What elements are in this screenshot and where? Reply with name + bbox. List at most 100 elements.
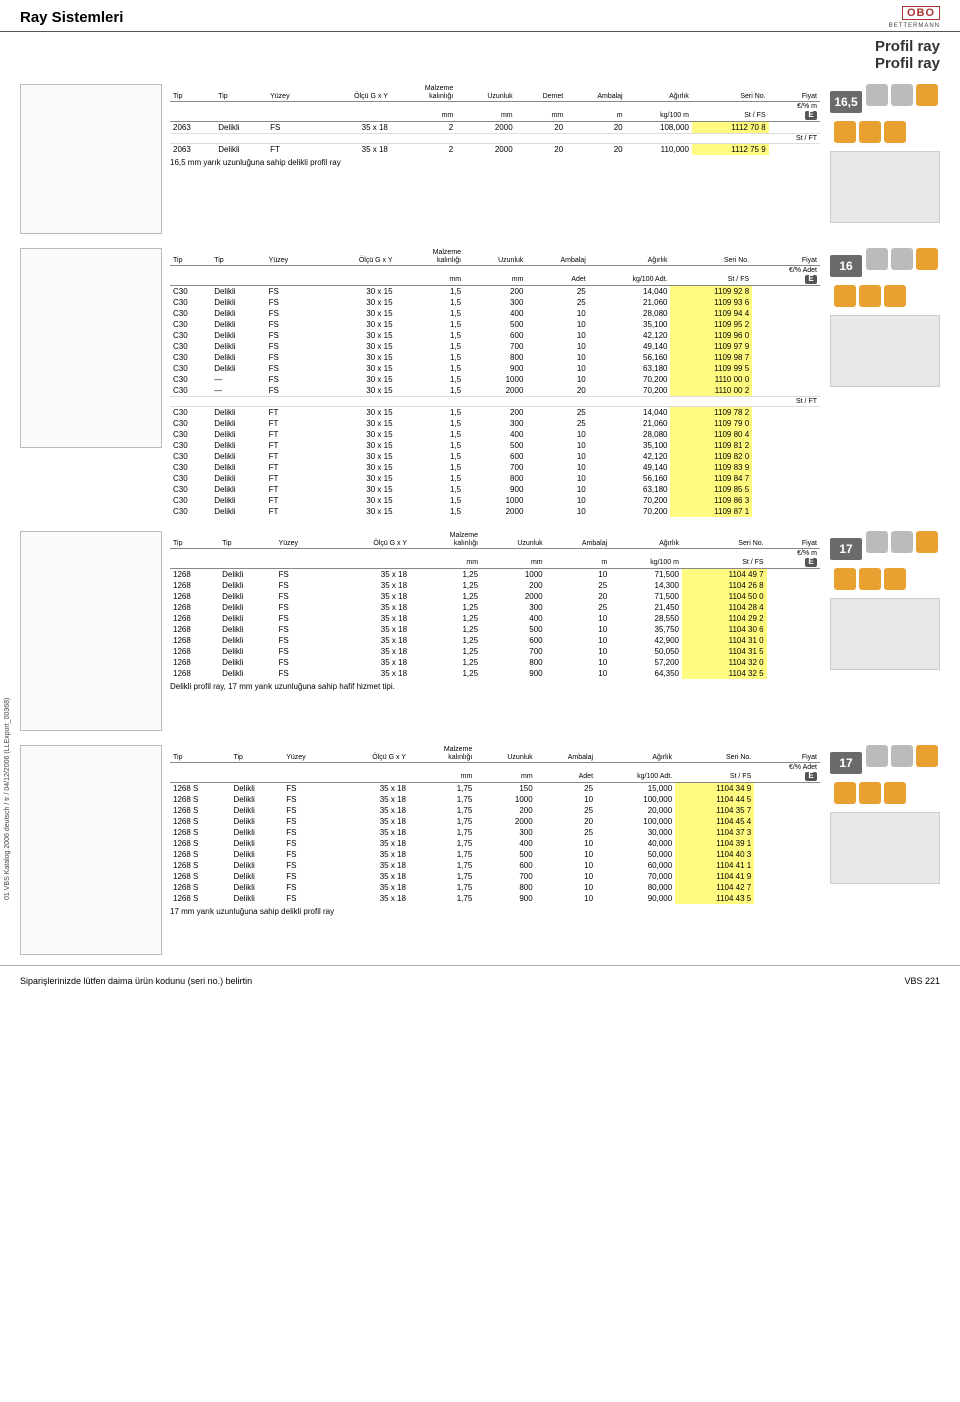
table-cell: 35 x 18: [328, 668, 410, 679]
table-cell: 21,450: [610, 602, 682, 613]
table-unit-header: St / FS: [682, 549, 767, 568]
table-cell: 35 x 18: [332, 882, 409, 893]
table-cell: 63,180: [589, 363, 671, 374]
table-cell: 70,200: [589, 495, 671, 506]
table-unit-header: kg/100 m: [626, 102, 692, 121]
feature-icon: [916, 84, 938, 106]
table-cell: 600: [475, 860, 535, 871]
table-row: 1268DelikliFS35 x 181,256001042,9001104 …: [170, 635, 820, 646]
table-cell: 1109 82 0: [670, 451, 752, 462]
table-unit-header: [316, 266, 395, 285]
table-cell: 63,180: [589, 484, 671, 495]
table-cell: FT: [266, 418, 317, 429]
table-cell: Delikli: [211, 418, 265, 429]
table-cell: 600: [481, 635, 546, 646]
table-row: C30DelikliFT30 x 151,58001056,1601109 84…: [170, 473, 820, 484]
table-cell: 2: [391, 143, 456, 155]
page-header: Ray Sistemleri OBO BETTERMANN: [0, 0, 960, 32]
feature-icon: [891, 84, 913, 106]
table-header: Tip: [170, 84, 215, 102]
table-cell: 10: [526, 462, 588, 473]
table-cell: 1,25: [410, 580, 481, 591]
e-mark-icon: E: [805, 275, 817, 284]
table-cell: 1104 32 5: [682, 668, 767, 679]
table-row: 1268DelikliFS35 x 181,252002514,3001104 …: [170, 580, 820, 591]
table-header: Ambalaj: [536, 745, 596, 763]
table-cell: FT: [266, 406, 317, 418]
table-cell: FS: [283, 794, 332, 805]
table-cell: 2: [391, 121, 456, 133]
table-row: 1268 SDelikliFS35 x 181,752002520,000110…: [170, 805, 820, 816]
table-cell: FS: [267, 121, 315, 133]
table-unit-header: €/% AdetE: [752, 266, 820, 285]
table-cell: 10: [546, 613, 611, 624]
product-photo: [830, 315, 940, 387]
table-header: Seri No.: [675, 745, 754, 763]
table-cell: 1109 78 2: [670, 406, 752, 418]
table-row: 1268DelikliFS35 x 181,253002521,4501104 …: [170, 602, 820, 613]
table-cell: 1,75: [409, 794, 475, 805]
table-cell: 1,5: [396, 484, 465, 495]
table-caption: 17 mm yarık uzunluğuna sahip delikli pro…: [170, 904, 820, 916]
e-mark-icon: E: [805, 111, 817, 120]
product-section: TipTipYüzeyÖlçü G x YMalzemekalınlığıUzu…: [0, 80, 960, 244]
table-cell: Delikli: [219, 668, 275, 679]
table-cell: 1,75: [409, 816, 475, 827]
table-cell: 300: [481, 602, 546, 613]
table-cell: 20,000: [596, 805, 675, 816]
table-cell: FS: [276, 568, 329, 580]
table-cell: 1268: [170, 646, 219, 657]
table-cell: 42,120: [589, 330, 671, 341]
table-cell: 10: [526, 451, 588, 462]
table-row: 1268 SDelikliFS35 x 181,753002530,000110…: [170, 827, 820, 838]
table-cell: 14,040: [589, 285, 671, 297]
table-unit-header: [267, 102, 315, 121]
table-row: 1268 SDelikliFS35 x 181,75200020100,0001…: [170, 816, 820, 827]
table-cell: FS: [276, 668, 329, 679]
badge-column: 17: [820, 531, 940, 670]
product-table: TipTipYüzeyÖlçü G x YMalzemekalınlığıUzu…: [170, 531, 820, 679]
table-cell: FS: [276, 613, 329, 624]
table-cell: 70,200: [589, 506, 671, 517]
table-header: Tip: [215, 84, 267, 102]
table-row: 1268DelikliFS35 x 181,2520002071,5001104…: [170, 591, 820, 602]
table-cell: FS: [266, 330, 317, 341]
product-table: TipTipYüzeyÖlçü G x YMalzemekalınlığıUzu…: [170, 248, 820, 517]
table-cell: 1109 92 8: [670, 285, 752, 297]
table-cell: 10: [526, 319, 588, 330]
table-row: C30DelikliFS30 x 151,57001049,1401109 97…: [170, 341, 820, 352]
table-cell: 1109 98 7: [670, 352, 752, 363]
table-cell: 2000: [456, 143, 515, 155]
table-cell: 900: [475, 893, 535, 904]
table-cell: 1104 41 1: [675, 860, 754, 871]
table-cell: 1,75: [409, 838, 475, 849]
table-cell: 70,200: [589, 385, 671, 397]
table-row: C30DelikliFT30 x 151,56001042,1201109 82…: [170, 451, 820, 462]
table-cell: FS: [283, 882, 332, 893]
table-cell: 1104 50 0: [682, 591, 767, 602]
table-cell: 1,5: [396, 285, 465, 297]
table-cell: 400: [464, 308, 526, 319]
table-header: Tip: [170, 531, 219, 549]
table-cell: 1,5: [396, 297, 465, 308]
table-unit-header: €/% mE: [767, 549, 820, 568]
table-cell: 2000: [481, 591, 546, 602]
table-cell: 1104 45 4: [675, 816, 754, 827]
table-header: Fiyat: [769, 84, 820, 102]
table-header: Ağırlık: [589, 248, 671, 266]
table-cell: C30: [170, 319, 211, 330]
table-cell: 25: [536, 782, 596, 794]
table-cell: 10: [526, 506, 588, 517]
table-row: 1268DelikliFS35 x 181,257001050,0501104 …: [170, 646, 820, 657]
table-cell: 1,25: [410, 624, 481, 635]
table-cell: 35 x 18: [332, 805, 409, 816]
table-cell: Delikli: [230, 893, 283, 904]
table-cell: 35 x 18: [328, 568, 410, 580]
table-unit-header: Adet: [526, 266, 588, 285]
feature-icon-strip: [866, 248, 938, 270]
table-cell: 1109 83 9: [670, 462, 752, 473]
table-cell: 21,060: [589, 297, 671, 308]
table-cell: 30 x 15: [316, 341, 395, 352]
feature-icon: [884, 782, 906, 804]
table-cell: FS: [276, 591, 329, 602]
